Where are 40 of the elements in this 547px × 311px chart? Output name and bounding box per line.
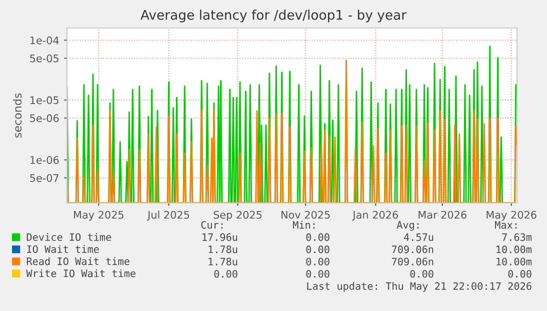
y-tick-label: 1e-06: [30, 156, 59, 164]
text: 1.78u: [208, 258, 238, 266]
x-tick-label: Mar 2026: [418, 210, 466, 219]
text: 4.57u: [404, 233, 434, 241]
text: 1.78u: [208, 246, 238, 254]
x-tick-label: Jul 2025: [147, 210, 190, 221]
x-tick-label: May 2026: [486, 210, 536, 221]
text: 0.00: [508, 270, 532, 278]
text: 709.06n: [392, 246, 434, 254]
text: 10.00m: [496, 246, 532, 254]
legend-label: Write IO Wait time: [26, 269, 136, 278]
x-tick-label: Jan 2026: [352, 210, 398, 221]
text: 0.00: [214, 270, 238, 278]
y-axis-title: seconds: [13, 93, 22, 138]
text: Cur:: [201, 221, 223, 229]
y-tick-label: 1e-04: [30, 36, 59, 44]
text: Max:: [495, 221, 517, 229]
y-tick-label: 5e-07: [30, 174, 58, 182]
x-tick-label: Nov 2025: [282, 210, 330, 219]
text: 709.06n: [392, 258, 434, 266]
text: 0.00: [306, 258, 330, 266]
x-tick-label: Sep 2025: [214, 210, 262, 221]
text: 0.00: [306, 246, 330, 254]
text: 0.00: [306, 270, 330, 278]
text: 0.00: [410, 270, 434, 278]
x-tick-label: May 2025: [74, 210, 124, 221]
text: 0.00: [306, 233, 330, 241]
y-tick-label: 1e-05: [30, 96, 58, 104]
text: Last update: Thu May 21 22:00:17 2026: [307, 282, 532, 292]
text: 10.00m: [496, 258, 532, 266]
text: Avg:: [396, 221, 419, 231]
y-tick-label: 5e-05: [30, 54, 58, 62]
text: Min:: [293, 220, 315, 229]
text: 7.63m: [502, 233, 532, 241]
chart-title: Average latency for /dev/loop1 - by year: [140, 10, 407, 22]
legend-label: Read IO Wait time: [26, 257, 130, 266]
legend-label: Device IO time: [26, 233, 112, 241]
text: 17.96u: [202, 233, 238, 241]
y-tick-label: 5e-06: [30, 114, 59, 122]
legend-label: IO Wait time: [27, 245, 99, 253]
